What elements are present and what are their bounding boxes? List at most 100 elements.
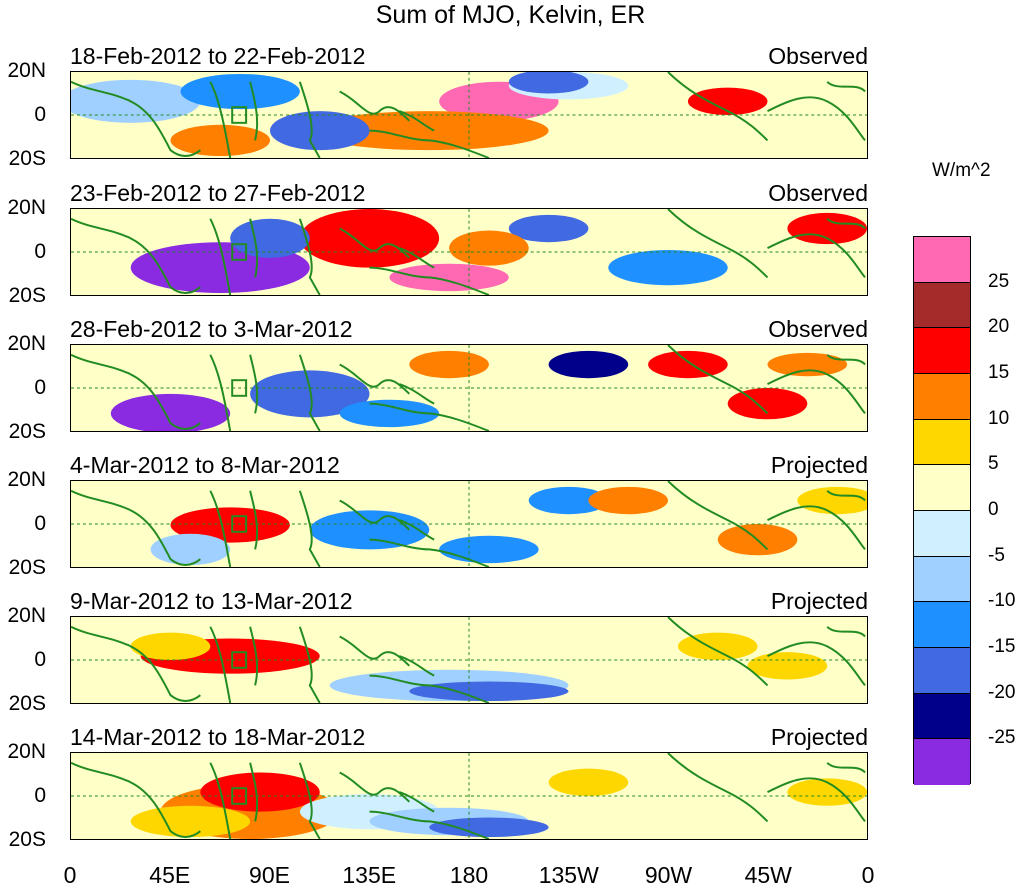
- anomaly-contour: [409, 681, 569, 702]
- coastline: [71, 625, 201, 703]
- latitude-label: 20S: [8, 828, 46, 851]
- coastline: [249, 490, 259, 550]
- anomaly-contour: [687, 87, 768, 115]
- panel-status-label: Observed: [768, 316, 868, 342]
- coastline: [399, 383, 435, 405]
- latitude-label: 20S: [8, 556, 46, 579]
- anomaly-map: [70, 208, 868, 296]
- anomaly-contour: [309, 111, 549, 151]
- anomaly-contour: [230, 218, 310, 258]
- coastline: [298, 490, 321, 567]
- legend-tick-label: -15: [988, 636, 1016, 657]
- panel-date-range: 23-Feb-2012 to 27-Feb-2012: [70, 180, 366, 206]
- panel-date-range: 4-Mar-2012 to 8-Mar-2012: [70, 452, 340, 478]
- legend-tick-label: -5: [988, 544, 1005, 566]
- coastline: [369, 810, 490, 839]
- latitude-label: 20S: [8, 284, 46, 307]
- coastline: [249, 762, 259, 822]
- anomaly-contour: [528, 486, 609, 515]
- coastline: [71, 217, 201, 295]
- coastline: [826, 489, 866, 502]
- anomaly-contour: [110, 393, 231, 431]
- coastline: [826, 217, 866, 230]
- region-box: [231, 243, 248, 261]
- coastline: [369, 266, 490, 295]
- legend-color-swatch: [914, 739, 970, 785]
- latitude-label: 20N: [7, 604, 46, 627]
- anomaly-contour: [200, 772, 320, 812]
- longitude-label: 0: [63, 862, 77, 888]
- anomaly-contour: [429, 817, 549, 838]
- latitude-label: 0: [34, 648, 46, 671]
- panel-status-label: Observed: [768, 180, 868, 206]
- coastline: [369, 402, 490, 431]
- coastline: [369, 538, 490, 567]
- coastline: [71, 353, 201, 431]
- legend-color-swatch: [914, 419, 970, 466]
- coastline: [71, 489, 201, 567]
- legend-color-swatch: [914, 373, 970, 420]
- legend-tick-label: -20: [988, 681, 1016, 703]
- latitude-label: 20S: [8, 420, 46, 443]
- coastline: [767, 505, 866, 551]
- anomaly-contour: [727, 388, 808, 420]
- anomaly-map: [70, 344, 868, 432]
- anomaly-map: [70, 71, 868, 159]
- longitude-label: 135E: [342, 862, 397, 888]
- legend-color-swatch: [914, 647, 970, 694]
- legend-tick-label: 25: [988, 270, 1010, 292]
- longitude-label: 135W: [538, 862, 599, 888]
- anomaly-contour: [548, 350, 629, 379]
- coastline: [399, 110, 435, 132]
- figure-title: Sum of MJO, Kelvin, ER: [375, 1, 646, 29]
- coastline: [339, 227, 411, 259]
- map-field-svg: [71, 209, 867, 295]
- coastline: [249, 218, 259, 278]
- anomaly-contour: [170, 507, 290, 543]
- coastline: [767, 96, 866, 142]
- anomaly-contour: [299, 209, 440, 268]
- coastline: [399, 791, 435, 813]
- region-box: [231, 106, 248, 124]
- anomaly-contour: [150, 533, 231, 566]
- coastline: [339, 635, 411, 667]
- panel-date-range: 9-Mar-2012 to 13-Mar-2012: [70, 588, 353, 614]
- coastline: [767, 233, 866, 279]
- anomaly-map: [70, 480, 868, 568]
- coastline: [399, 519, 435, 541]
- legend-tick-label: 20: [988, 316, 1010, 338]
- coastline: [209, 354, 232, 431]
- legend-tick-label: 10: [988, 407, 1010, 429]
- latitude-label: 20S: [8, 692, 46, 715]
- coastline: [249, 626, 259, 686]
- anomaly-contour: [449, 230, 529, 266]
- map-field-svg: [71, 72, 867, 158]
- legend-color-swatch: [914, 556, 970, 603]
- map-field-svg: [71, 617, 867, 703]
- longitude-label: 90E: [249, 862, 290, 888]
- latitude-label: 0: [34, 512, 46, 535]
- panel-date-range: 14-Mar-2012 to 18-Mar-2012: [70, 724, 366, 750]
- coastline: [298, 218, 321, 295]
- panel-status-label: Projected: [770, 588, 868, 614]
- coastline: [826, 80, 866, 93]
- map-panel-3: 28-Feb-2012 to 3-Mar-2012 Observed 20N 0 20S: [0, 316, 880, 443]
- coastline: [339, 499, 411, 531]
- coastline: [767, 641, 866, 687]
- coastline: [339, 771, 411, 803]
- latitude-label: 20N: [7, 196, 46, 219]
- anomaly-contour: [439, 535, 539, 564]
- latitude-label: 20N: [7, 332, 46, 355]
- map-panel-5: 9-Mar-2012 to 13-Mar-2012 Projected 20N 0 20…: [0, 588, 880, 715]
- coastline: [369, 674, 490, 703]
- anomaly-contour: [130, 805, 251, 838]
- coastline: [767, 369, 866, 415]
- map-panel-6: 14-Mar-2012 to 18-Mar-2012 Projected 20N 0 2…: [0, 724, 880, 851]
- anomaly-contour: [608, 250, 728, 286]
- legend-color-swatch: [914, 693, 970, 740]
- coastline: [369, 129, 490, 158]
- region-box: [231, 787, 248, 805]
- anomaly-contour: [339, 399, 440, 428]
- coastline: [298, 762, 321, 839]
- region-box: [231, 515, 248, 533]
